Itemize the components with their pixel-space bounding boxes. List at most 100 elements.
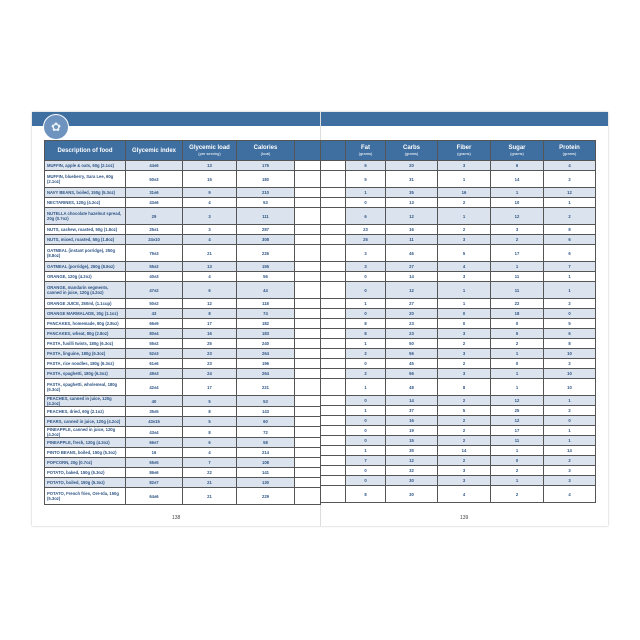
header-label: Glycemic load [189, 144, 230, 151]
fiber-cell: 2 [437, 425, 491, 436]
blank-cell [294, 395, 321, 407]
protein-cell: 2 [543, 170, 596, 188]
carbs-cell: 56 [385, 368, 438, 379]
glycemic-load-cell: 4 [182, 234, 237, 245]
sugar-cell: 1 [490, 378, 544, 396]
glycemic-index-cell: 42±4 [125, 378, 183, 396]
glycemic-index-cell: 52±3 [125, 348, 183, 359]
table-row: POPCORN, 20g (0.7oz) 65±5 7 108 [44, 457, 321, 468]
sugar-cell: 17 [490, 425, 544, 436]
sugar-cell: 0 [490, 318, 544, 329]
blank-cell [320, 338, 346, 349]
page-number-right: 139 [460, 515, 469, 521]
blank-cell [294, 348, 321, 359]
fat-cell: 5 [345, 170, 386, 188]
sugar-cell: 11 [490, 281, 544, 299]
table-row: 1 48 8 1 10 [320, 378, 596, 396]
carbs-cell: 20 [385, 160, 438, 171]
fat-cell: 8 [345, 318, 386, 329]
food-description-cell: ORANGE JUICE, 250ml, (1.1cup) [44, 298, 126, 309]
calories-cell: 221 [236, 378, 295, 396]
blank-cell [294, 338, 321, 349]
fiber-cell: 1 [437, 207, 491, 225]
calories-cell: 130 [236, 477, 295, 488]
fiber-cell: 1 [437, 281, 491, 299]
fat-cell: 2 [345, 368, 386, 379]
carbs-cell: 15 [385, 435, 438, 446]
blank-cell [320, 298, 346, 309]
table-row: PANCAKES, wheat, 80g (2.8oz) 80±4 16 183 [44, 328, 321, 339]
blank-cell [294, 467, 321, 478]
blank-cell [320, 485, 346, 503]
fat-cell: 0 [345, 197, 386, 208]
table-row: 0 14 2 12 1 [320, 395, 596, 406]
fat-cell: 6 [345, 207, 386, 225]
fiber-cell: 3 [437, 328, 491, 339]
calories-cell: 143 [236, 406, 295, 417]
header-calories: Calories (kcal) [236, 140, 295, 161]
carbs-cell: 19 [385, 425, 438, 436]
carbs-cell: 30 [385, 475, 438, 486]
glycemic-index-cell: 47±2 [125, 281, 183, 299]
food-description-cell: ORANGE, 120g (4.2oz) [44, 271, 126, 282]
glycemic-index-cell: 86±6 [125, 467, 183, 478]
glycemic-load-cell: 13 [182, 261, 237, 272]
blank-cell [320, 348, 346, 359]
page-number-left: 138 [172, 515, 181, 521]
fat-cell: 0 [345, 281, 386, 299]
table-row: NAVY BEANS, boiled, 150g (5.3oz) 31±6 9 210 [44, 187, 321, 198]
carbs-cell: 12 [385, 281, 438, 299]
protein-cell: 1 [543, 271, 596, 282]
fat-cell: 1 [345, 298, 386, 309]
protein-cell: 14 [543, 445, 596, 456]
blank-cell [294, 477, 321, 488]
blank-cell [294, 437, 321, 448]
carbs-cell: 32 [385, 465, 438, 476]
food-description-cell: NUTELLA chocolate hazelnut spread, 20g (… [44, 207, 126, 225]
table-row: POTATO, baked, 150g (5.3oz) 86±6 22 141 [44, 467, 321, 478]
protein-cell: 3 [543, 475, 596, 486]
table-row: 2 56 3 1 10 [320, 368, 596, 379]
header-unit: (grams) [562, 150, 577, 156]
table-row: 3 46 5 17 6 [320, 244, 596, 262]
table-row: 1 35 16 1 12 [320, 187, 596, 198]
table-row: PEARS, canned in juice, 120g (4.2oz) 43±1… [44, 416, 321, 427]
table-row: 6 12 1 12 2 [320, 207, 596, 225]
table-row: PASTA, spaghetti, 180g (6.3oz) 49±3 24 264 [44, 368, 321, 379]
protein-cell: 12 [543, 187, 596, 198]
food-description-cell: OATMEAL (instant porridge), 250g (8.8oz) [44, 244, 126, 262]
fiber-cell: 5 [437, 405, 491, 416]
glycemic-load-cell: 16 [182, 328, 237, 339]
calories-cell: 214 [236, 447, 295, 458]
blank-cell [294, 416, 321, 427]
calories-cell: 180 [236, 170, 295, 188]
sugar-cell: 1 [490, 475, 544, 486]
calories-cell: 240 [236, 338, 295, 349]
header-protein: Protein (grams) [543, 140, 596, 161]
sugar-cell: 2 [490, 485, 544, 503]
table-row: PINEAPPLE, canned in juice, 120g (4.2oz)… [44, 426, 321, 438]
gi-table-left: Description of food Glycemic index Glyce… [44, 140, 321, 505]
book-spread: ✿ Description of food Glycemic index Gly… [32, 112, 608, 526]
fat-cell: 0 [345, 435, 386, 446]
glycemic-load-cell: 17 [182, 378, 237, 396]
glycemic-index-cell: 43±6 [125, 197, 183, 208]
sugar-cell: 1 [490, 445, 544, 456]
calories-cell: 210 [236, 187, 295, 198]
glycemic-index-cell: 50±3 [125, 170, 183, 188]
carbs-cell: 11 [385, 234, 438, 245]
calories-cell: 118 [236, 298, 295, 309]
table-row: 0 14 3 11 1 [320, 271, 596, 282]
protein-cell: 8 [543, 224, 596, 235]
fiber-cell: 14 [437, 445, 491, 456]
sugar-cell: 1 [490, 368, 544, 379]
header-unit: (grams) [457, 150, 471, 156]
sugar-cell: 6 [490, 160, 544, 171]
glycemic-index-cell: 16 [125, 447, 183, 458]
protein-cell: 1 [543, 435, 596, 446]
carbs-cell: 20 [385, 308, 438, 319]
food-description-cell: MUFFIN, blueberry, Sara Lee, 60g (2.1oz) [44, 170, 126, 188]
sugar-cell: 2 [490, 234, 544, 245]
blank-cell [294, 406, 321, 417]
calories-cell: 183 [236, 328, 295, 339]
